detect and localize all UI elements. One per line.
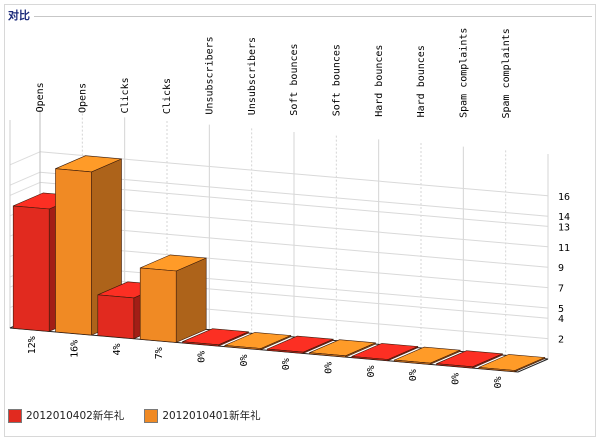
category-label: Unsubscribers — [247, 37, 258, 115]
value-label: 12% — [27, 336, 38, 354]
bar-clicks-series-2 — [139, 254, 207, 343]
category-label: Spam complaints — [459, 28, 470, 118]
bar-spam-complaints-series-1 — [436, 350, 503, 369]
panel-title: 对比 — [8, 9, 30, 22]
gridline — [39, 243, 549, 289]
bar-hard-bounces-series-2 — [393, 346, 461, 365]
legend-item-series-2: 2012010401新年礼 — [144, 408, 261, 423]
gridline — [39, 181, 549, 227]
bar-spam-complaints-series-2 — [478, 354, 546, 373]
value-label: 0% — [451, 373, 462, 385]
y-tick-label: 16 — [558, 192, 570, 203]
category-label: Opens — [78, 83, 89, 113]
value-label: 0% — [324, 362, 335, 374]
gridline — [39, 222, 549, 268]
category-label: Unsubscribers — [205, 36, 216, 114]
category-label: Hard bounces — [416, 45, 427, 117]
value-label: 7% — [154, 347, 165, 359]
category-labels: Opens Opens Clicks Clicks Unsubscribers Unsub… — [35, 28, 512, 119]
title-divider — [34, 16, 592, 17]
value-label: 0% — [408, 369, 419, 381]
y-tick-label: 9 — [558, 263, 564, 274]
gridline — [39, 151, 549, 197]
category-label: Spam complaints — [501, 28, 512, 118]
value-label: 0% — [493, 377, 504, 389]
gridline — [39, 171, 549, 217]
value-labels: 12% 16% 4% 7% 0% 0% 0% 0% 0% 0% 0% 0% — [27, 336, 504, 388]
y-tick-label: 11 — [558, 243, 570, 254]
category-label: Soft bounces — [332, 44, 343, 116]
gridline — [39, 202, 549, 248]
y-tick-label: 7 — [558, 284, 564, 295]
chart-legend: 2012010402新年礼 2012010401新年礼 — [8, 408, 261, 423]
legend-swatch — [8, 408, 22, 423]
category-label: Hard bounces — [374, 45, 385, 117]
y-tick-label: 5 — [558, 304, 564, 315]
bar-soft-bounces-series-1 — [266, 335, 334, 354]
value-label: 0% — [366, 366, 377, 378]
bar-unsubscribers-series-2 — [224, 332, 292, 351]
chart-labels: Opens Opens Clicks Clicks Unsubscribers Unsub… — [27, 28, 512, 389]
category-label: Opens — [35, 82, 46, 112]
chart-bars — [12, 155, 546, 373]
value-label: 0% — [239, 355, 250, 367]
y-tick-label: 14 — [558, 212, 570, 223]
bar-hard-bounces-series-1 — [351, 343, 419, 362]
panel-header: 对比 — [8, 8, 30, 22]
y-tick-label: 2 — [558, 335, 564, 346]
y-tick-label: 4 — [558, 314, 564, 325]
category-label: Soft bounces — [289, 43, 300, 115]
legend-label: 2012010401新年礼 — [162, 410, 261, 422]
legend-label: 2012010402新年礼 — [26, 410, 125, 422]
value-label: 16% — [70, 340, 81, 358]
value-label: 0% — [281, 358, 292, 370]
value-label: 4% — [112, 344, 123, 356]
gridline — [39, 263, 549, 309]
bar-soft-bounces-series-2 — [309, 339, 376, 358]
legend-swatch — [144, 408, 159, 423]
bar-unsubscribers-series-1 — [182, 328, 249, 347]
legend-item-series-1: 2012010402新年礼 — [8, 408, 124, 423]
category-label: Clicks — [162, 78, 173, 114]
gridline — [39, 273, 549, 319]
category-label: Clicks — [120, 77, 131, 113]
y-tick-label: 13 — [558, 222, 570, 233]
value-label: 0% — [197, 351, 208, 363]
